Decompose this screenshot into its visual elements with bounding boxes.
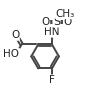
Text: S: S — [53, 17, 60, 27]
Text: O: O — [11, 30, 19, 40]
Text: CH₃: CH₃ — [56, 9, 75, 19]
Text: HN: HN — [44, 27, 60, 37]
Text: O: O — [41, 17, 50, 27]
Text: F: F — [49, 75, 55, 85]
Text: HO: HO — [3, 49, 20, 59]
Text: O: O — [63, 17, 72, 27]
